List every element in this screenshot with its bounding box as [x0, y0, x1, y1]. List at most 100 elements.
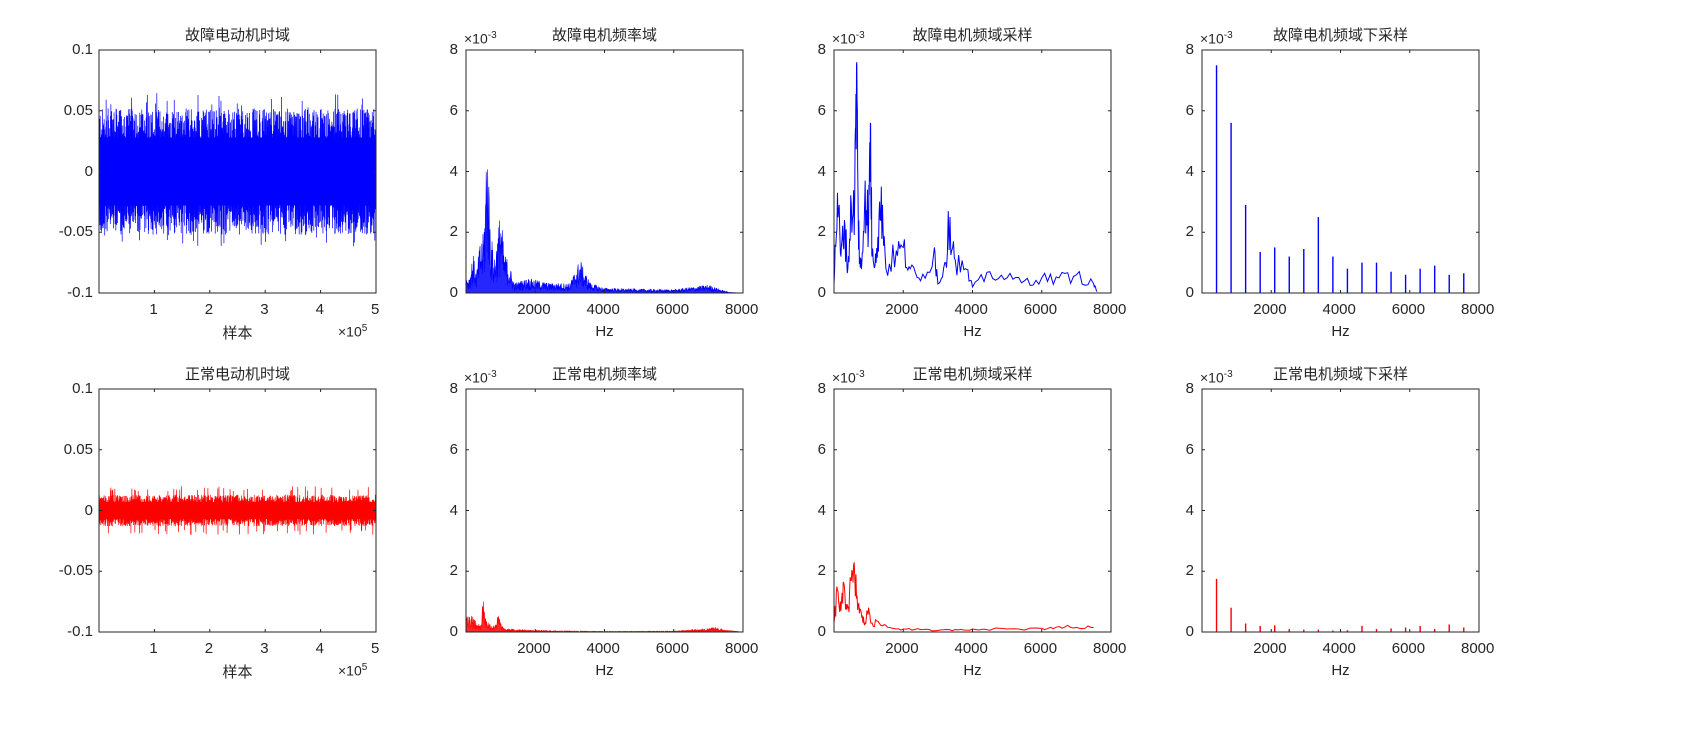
y-tick-label: 2 — [1185, 223, 1194, 241]
y-tick-label: 6 — [817, 101, 826, 119]
x-tick-label: 2000 — [517, 640, 551, 657]
x-tick-label: 3 — [260, 640, 269, 657]
y-tick-label: 8 — [1185, 41, 1194, 58]
y-tick-label: -0.1 — [67, 284, 93, 301]
x-tick-label: 8000 — [1093, 640, 1127, 657]
x-tick-label: 8000 — [1093, 301, 1127, 318]
x-tick-label: 8000 — [1461, 301, 1495, 318]
y-tick-label: 0 — [817, 284, 826, 301]
exponent-base: ×10 — [1200, 30, 1224, 47]
y-tick-label: -0.1 — [67, 623, 93, 640]
plot-area — [98, 49, 377, 294]
x-tick-label: 2 — [204, 640, 214, 657]
x-tick-label: 4000 — [954, 640, 988, 657]
y-exponent: ×10-3 — [464, 30, 497, 47]
x-exponent: ×105 — [338, 323, 367, 340]
y-exponent: ×10-3 — [832, 369, 865, 386]
x-axis-label: Hz — [963, 662, 982, 679]
y-tick-label: 2 — [817, 562, 826, 580]
x-axis-label: Hz — [1331, 323, 1350, 340]
axes-box — [465, 388, 744, 633]
axes-box — [1201, 49, 1480, 294]
y-tick-label: 0.1 — [72, 41, 93, 58]
x-tick-label: 6000 — [1023, 301, 1058, 318]
y-tick-label: 0 — [1185, 623, 1194, 640]
y-tick-label: 0 — [449, 623, 458, 640]
y-exponent: ×10-3 — [832, 30, 865, 47]
y-tick-label: 4 — [1185, 162, 1194, 180]
y-tick-label: 8 — [449, 380, 458, 397]
y-tick-label: 4 — [449, 162, 458, 180]
axes-box — [465, 49, 744, 294]
y-tick-label: 6 — [1185, 440, 1194, 458]
exponent-base: ×10 — [1200, 369, 1224, 386]
exponent-power: -3 — [855, 369, 865, 380]
x-tick-label: 6000 — [655, 640, 690, 657]
data-series — [465, 169, 744, 294]
exponent-base: ×10 — [464, 369, 488, 386]
x-tick-label: 4000 — [954, 301, 988, 318]
x-tick-label: 5 — [371, 301, 380, 318]
exponent-power: -3 — [487, 369, 497, 380]
y-tick-label: 0.1 — [72, 380, 93, 397]
panel-title: 故障电机频率域 — [551, 26, 658, 44]
plot-area — [833, 49, 1112, 294]
x-tick-label: 6000 — [1391, 640, 1426, 657]
y-tick-label: 6 — [449, 440, 458, 458]
panel-title: 故障电机频域采样 — [912, 26, 1033, 44]
x-tick-label: 2000 — [885, 640, 919, 657]
x-tick-label: 4 — [315, 640, 324, 657]
y-tick-label: 2 — [449, 223, 458, 241]
exponent-power: 5 — [361, 662, 368, 673]
x-tick-label: 4000 — [1322, 640, 1356, 657]
data-series — [1215, 65, 1465, 293]
x-tick-label: 2 — [204, 301, 214, 318]
y-tick-label: 8 — [817, 380, 826, 397]
plot-area — [98, 388, 377, 633]
y-tick-label: 8 — [449, 41, 458, 58]
data-series — [465, 601, 744, 633]
x-tick-label: 2000 — [517, 301, 551, 318]
x-axis-label: 样本 — [222, 324, 253, 342]
y-tick-label: 0 — [1185, 284, 1194, 301]
y-tick-label: -0.05 — [58, 223, 93, 241]
y-tick-label: 0 — [817, 623, 826, 640]
exponent-power: -3 — [487, 30, 497, 41]
x-tick-label: 8000 — [725, 301, 759, 318]
exponent-base: ×10 — [338, 662, 362, 679]
y-tick-label: 4 — [1185, 501, 1194, 519]
x-axis-label: Hz — [595, 662, 614, 679]
data-series — [833, 62, 1098, 292]
panel-title: 正常电机频域下采样 — [1272, 365, 1409, 383]
y-exponent: ×10-3 — [1200, 369, 1233, 386]
exponent-power: -3 — [1223, 30, 1233, 41]
y-tick-label: 8 — [817, 41, 826, 58]
y-tick-label: 2 — [817, 223, 826, 241]
axes-box — [1201, 388, 1480, 633]
y-tick-label: 4 — [817, 501, 826, 519]
x-axis-label: Hz — [1331, 662, 1350, 679]
plot-area — [833, 388, 1112, 633]
y-exponent: ×10-3 — [464, 369, 497, 386]
axes-box — [833, 388, 1112, 633]
y-tick-label: 0 — [449, 284, 458, 301]
y-tick-label: 4 — [449, 501, 458, 519]
y-tick-label: -0.05 — [58, 562, 93, 580]
x-axis-label: Hz — [595, 323, 614, 340]
data-series — [98, 93, 377, 247]
plot-area — [1201, 49, 1480, 294]
panel-title: 正常电机频率域 — [551, 365, 658, 383]
x-tick-label: 2000 — [885, 301, 919, 318]
x-tick-label: 4 — [315, 301, 324, 318]
y-tick-label: 0 — [84, 162, 93, 180]
panel-title: 正常电机频域采样 — [912, 365, 1033, 383]
y-tick-label: 2 — [449, 562, 458, 580]
y-tick-label: 6 — [449, 101, 458, 119]
x-tick-label: 5 — [371, 640, 380, 657]
y-tick-label: 0.05 — [63, 440, 93, 458]
x-tick-label: 1 — [149, 301, 158, 318]
x-tick-label: 6000 — [655, 301, 690, 318]
x-tick-label: 1 — [149, 640, 158, 657]
y-tick-label: 6 — [1185, 101, 1194, 119]
x-tick-label: 2000 — [1253, 640, 1287, 657]
